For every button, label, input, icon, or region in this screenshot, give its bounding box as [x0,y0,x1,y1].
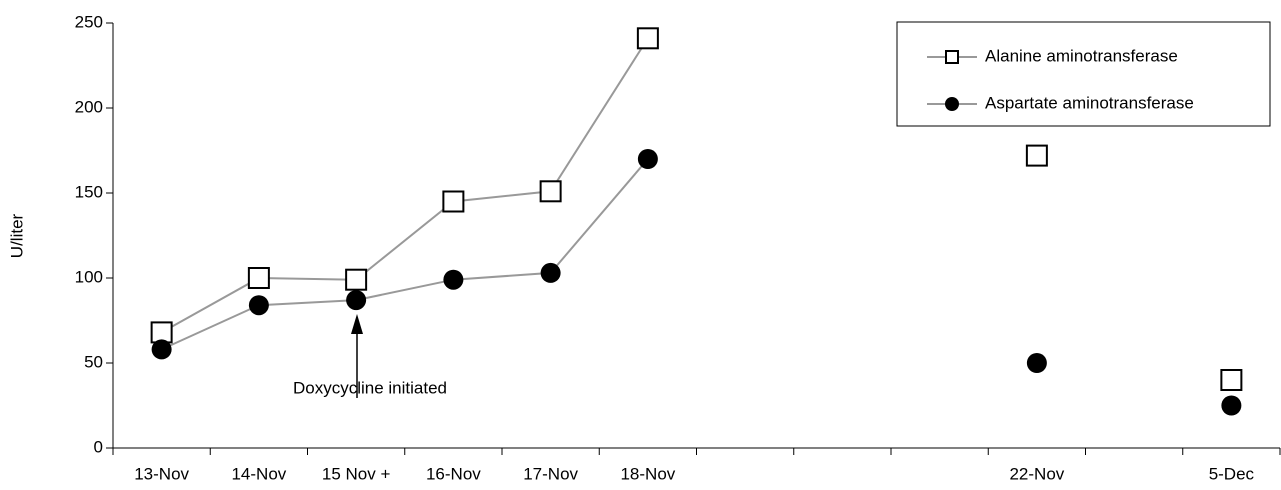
y-axis-label: U/liter [7,213,26,258]
marker [637,149,658,169]
x-tick-label: 13-Nov [134,464,189,483]
marker [346,290,367,311]
marker [1025,144,1048,167]
marker [945,50,959,64]
marker [1026,353,1047,373]
marker [540,262,561,283]
marker [539,180,562,203]
x-tick-label: 22-Nov [1009,464,1064,483]
x-tick-label: 17-Nov [523,464,578,483]
marker [151,339,172,360]
marker [247,267,270,289]
annotation: Doxycycline initiated [293,378,447,397]
marker [1221,395,1242,416]
y-tick-label: 250 [75,12,103,31]
y-tick-label: 150 [75,182,103,201]
y-tick-label: 100 [75,267,103,286]
x-tick-label: 14-Nov [231,464,286,483]
legend-box [896,21,1271,127]
marker [636,27,659,50]
y-tick-label: 200 [75,97,103,116]
marker [248,295,269,316]
y-tick-label: 50 [84,352,103,371]
x-tick-label: 15 Nov + [322,464,391,483]
annotation-arrowhead [351,314,363,334]
x-tick-label: 18-Nov [620,464,675,483]
marker [945,97,959,111]
marker [1220,369,1243,391]
legend-label: Alanine aminotransferase [985,46,1178,65]
legend-label: Aspartate aminotransferase [985,93,1194,112]
x-tick-label: 5-Dec [1209,464,1255,483]
marker [442,190,465,213]
marker [443,269,464,290]
x-tick-label: 16-Nov [426,464,481,483]
marker [345,268,368,291]
y-tick-label: 0 [94,437,103,456]
series-line [162,159,1232,406]
